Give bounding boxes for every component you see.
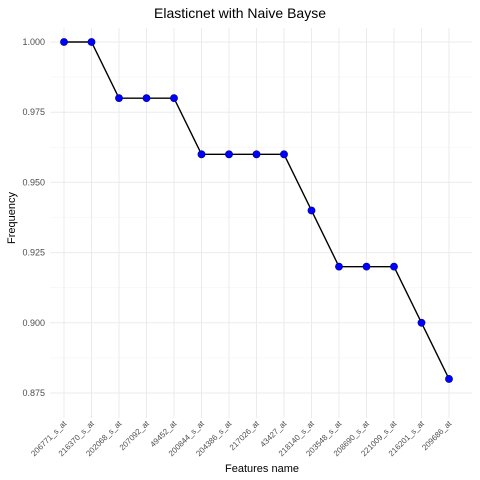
data-point (307, 206, 316, 215)
data-point (335, 262, 343, 271)
data-point (280, 150, 288, 159)
chart-title: Elasticnet with Naive Bayse (154, 5, 326, 21)
series-points (60, 38, 453, 383)
y-tick-label: 0.975 (22, 107, 45, 117)
x-tick-label: 207092_at (118, 419, 152, 453)
x-tick-label: 209686_at (420, 419, 454, 453)
data-point (115, 94, 123, 103)
y-tick-label: 0.900 (22, 318, 45, 328)
data-point (417, 318, 426, 327)
data-point (87, 38, 96, 46)
data-point (60, 38, 68, 46)
data-point (197, 150, 206, 159)
y-tick-label: 1.000 (22, 37, 45, 47)
y-tick-label: 0.875 (22, 388, 45, 398)
y-tick-label: 0.950 (22, 177, 45, 187)
x-tick-label: 217026_at (228, 419, 262, 453)
data-point (252, 150, 261, 159)
y-axis: 0.875 0.900 0.925 0.950 0.975 1.000 (22, 37, 45, 398)
grid (50, 28, 472, 418)
y-tick-label: 0.925 (22, 248, 45, 258)
data-point (142, 94, 151, 103)
x-axis-title: Features name (225, 463, 299, 475)
data-point (170, 94, 178, 103)
data-point (445, 375, 453, 383)
data-point (362, 262, 371, 271)
data-point (225, 150, 233, 159)
x-axis: 206771_s_at216370_s_at202068_s_at207092_… (29, 419, 454, 459)
data-point (390, 262, 398, 271)
y-axis-title: Frequency (6, 192, 18, 244)
